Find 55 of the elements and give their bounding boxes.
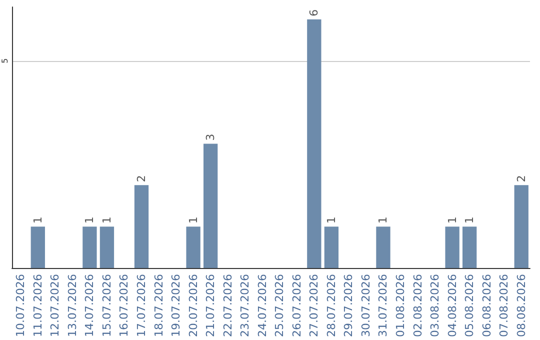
bar [307,19,322,268]
x-tick-label: 14.07.2026 [83,274,96,338]
data-label: 1 [186,216,200,224]
bar [203,144,218,268]
bar [445,226,460,268]
bar [82,226,97,268]
data-label: 1 [446,216,459,224]
x-tick-label: 28.07.2026 [324,274,338,338]
x-tick-label: 18.07.2026 [152,274,166,338]
x-tick-label: 20.07.2026 [186,274,200,338]
data-label: 1 [31,216,44,224]
x-tick-label: 15.07.2026 [100,274,114,338]
x-tick-label: 19.07.2026 [170,274,183,338]
data-label: 1 [463,216,476,224]
x-tick-label: 11.07.2026 [31,274,44,338]
x-tick-label: 26.07.2026 [290,274,304,338]
x-tick-label: 01.08.2026 [394,274,407,338]
data-label: 2 [514,175,528,182]
bar [376,226,390,268]
data-label: 1 [100,216,114,224]
x-tick-label: 30.07.2026 [359,274,372,338]
x-tick-label: 08.08.2026 [514,274,528,338]
bar [186,226,200,268]
x-tick-label: 17.07.2026 [135,274,148,338]
x-tick-label: 06.08.2026 [480,274,494,338]
x-tick-label: 29.07.2026 [342,274,356,338]
x-tick-label: 22.07.2026 [221,274,234,338]
x-tick-label: 12.07.2026 [48,274,62,338]
data-label: 1 [324,216,338,224]
x-tick-label: 13.07.2026 [66,274,79,338]
data-label: 3 [204,134,218,141]
bar [514,185,528,268]
x-tick-label: 07.08.2026 [498,274,511,338]
data-label: 1 [376,216,390,224]
bar [30,226,45,268]
x-tick-label: 05.08.2026 [463,274,476,338]
bar [100,226,114,268]
x-tick-label: 03.08.2026 [428,274,442,338]
x-tick-label: 23.07.2026 [238,274,252,338]
x-tick-label: 10.07.2026 [14,274,28,338]
data-label: 2 [135,175,148,182]
y-tick-label: 5 [0,58,10,64]
data-label: 6 [308,9,321,16]
x-tick-label: 16.07.2026 [118,274,131,338]
data-label: 1 [83,216,96,224]
bar [462,226,477,268]
x-tick-label: 04.08.2026 [446,274,459,338]
x-tick-label: 25.07.2026 [273,274,286,338]
x-tick-label: 02.08.2026 [411,274,424,338]
bar [324,226,339,268]
x-tick-label: 31.07.2026 [376,274,390,338]
x-tick-label: 27.07.2026 [308,274,321,338]
bar [134,185,149,268]
x-tick-label: 24.07.2026 [256,274,269,338]
x-tick-label: 21.07.2026 [204,274,218,338]
